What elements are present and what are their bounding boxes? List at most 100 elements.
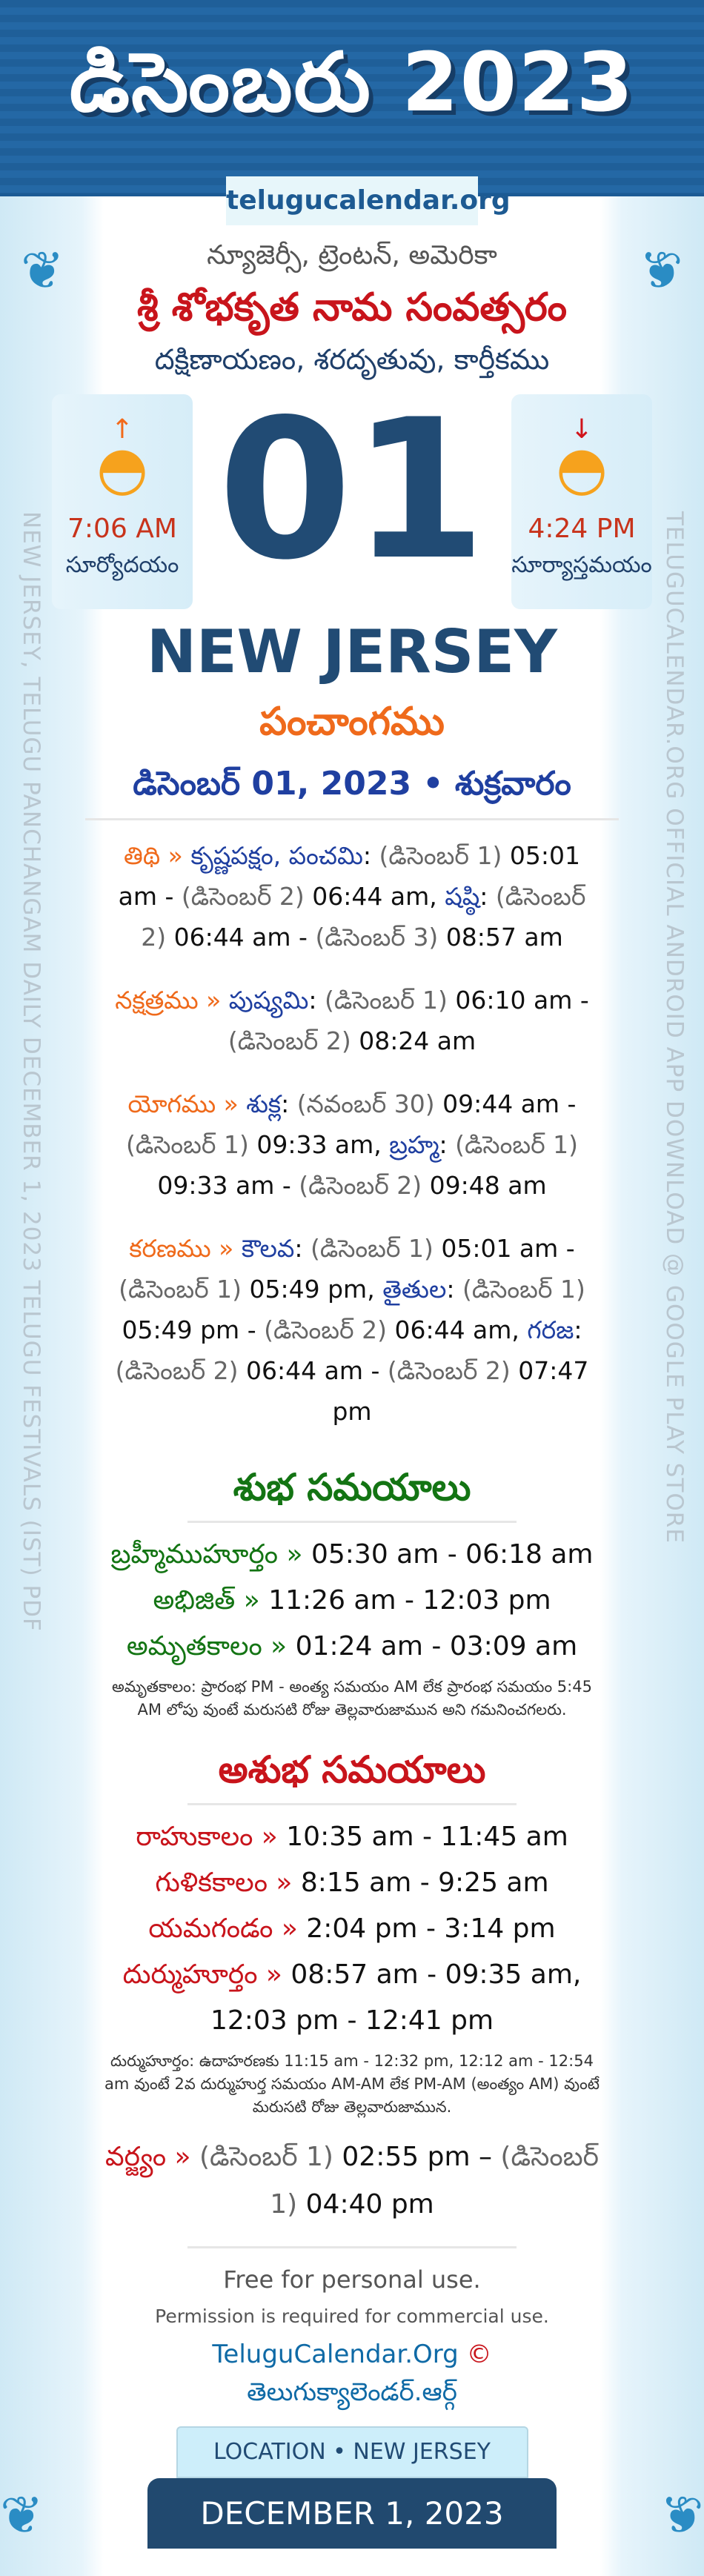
entry-date: (డిసెంబర్ 2) xyxy=(387,1356,519,1386)
time-row: అభిజిత్ » 11:26 am - 12:03 pm xyxy=(104,1578,600,1624)
side-text-right: TELUGUCALENDAR.ORG OFFICIAL ANDROID APP … xyxy=(661,511,688,1544)
entry-label: కరణము » xyxy=(129,1234,242,1264)
entry-time: : xyxy=(446,1275,462,1304)
samvatsaram-title: శ్రీ శోభకృత నామ సంవత్సరం xyxy=(136,285,568,331)
entry-time: : xyxy=(574,1315,582,1345)
entry-date: (డిసెంబర్ 2) xyxy=(181,882,313,912)
bottom-row: ❦ DECEMBER 1, 2023 ❦ xyxy=(0,2478,704,2549)
entry-time: 05:49 pm - xyxy=(122,1315,265,1345)
entry-date: (డిసెంబర్ 1) xyxy=(119,1275,250,1304)
entry-date: (డిసెంబర్ 2) xyxy=(228,1026,359,1056)
ashubha-heading: అశుభ సమయాలు xyxy=(218,1748,486,1792)
entry-time: 09:48 am xyxy=(429,1171,547,1201)
panchang-entries: తిథి » కృష్ణపక్షం, పంచమి: (డిసెంబర్ 1) 0… xyxy=(104,835,600,1454)
month-title: డిసెంబరు 2023 xyxy=(69,35,635,130)
header-banner: డిసెంబరు 2023 xyxy=(0,0,704,196)
free-use-text: Free for personal use. xyxy=(223,2265,481,2294)
entry-date: (డిసెంబర్ 2) xyxy=(264,1315,395,1345)
corner-ornament-icon: ❦ xyxy=(660,2485,704,2546)
entry-time: : xyxy=(294,1234,311,1264)
entry-time: : xyxy=(439,1130,456,1160)
entry-name: శుక్ల xyxy=(246,1089,282,1119)
corner-ornament-icon: ❦ xyxy=(21,240,64,301)
ayana-ritu-masam: దక్షిణాయణం, శరదృతువు, కార్తీకము xyxy=(154,342,550,376)
time-label: రాహుకాలం » xyxy=(136,1822,287,1853)
entry-time: 07:47 pm xyxy=(332,1356,589,1427)
sunset-icon: ↓ ◓ xyxy=(556,414,608,502)
entry-time: : xyxy=(362,841,379,871)
entry-time: 06:44 am - xyxy=(173,923,316,952)
time-value: 10:35 am - 11:45 am xyxy=(286,1822,568,1853)
footer-links: TeluguCalendar.Org © తెలుగుక్యాలెండర్.ఆర… xyxy=(104,2336,600,2411)
copyright-icon: © xyxy=(466,2340,492,2370)
entry-name: కౌలవ xyxy=(241,1234,295,1264)
entry-date: (డిసెంబర్ 1) xyxy=(310,1234,442,1264)
ashubha-times: రాహుకాలం » 10:35 am - 11:45 am గుళికకాలం … xyxy=(104,1814,600,2044)
panchang-entry: తిథి » కృష్ణపక్షం, పంచమి: (డిసెంబర్ 1) 0… xyxy=(104,835,600,957)
divider xyxy=(187,1803,517,1806)
time-row: బ్రహ్మీముహూర్తం » 05:30 am - 06:18 am xyxy=(104,1532,600,1578)
time-value: 11:26 am - 12:03 pm xyxy=(268,1585,551,1616)
entry-date: (డిసెంబర్ 3) xyxy=(315,923,446,952)
time-label: అభిజిత్ » xyxy=(153,1585,269,1616)
entry-date: (డిసెంబర్ 1) xyxy=(270,2142,599,2220)
shubha-note: అమృతకాలం: ప్రారంభ PM - అంత్య సమయం AM లేక… xyxy=(112,1678,592,1719)
shubha-heading: శుభ సమయాలు xyxy=(233,1466,471,1510)
entry-time: 06:10 am - xyxy=(455,986,589,1015)
location-badge: LOCATION • NEW JERSEY xyxy=(176,2426,528,2479)
site-link[interactable]: telugucalendar.org xyxy=(226,176,511,225)
entry-time: 08:57 am xyxy=(445,923,563,952)
entry-date: (డిసెంబర్ 1) xyxy=(379,841,510,871)
link-telugu[interactable]: తెలుగుక్యాలెండర్.ఆర్గ్ xyxy=(247,2377,457,2408)
entry-time: 04:40 pm xyxy=(305,2189,434,2220)
corner-ornament-icon: ❦ xyxy=(0,2485,44,2546)
entry-time: 09:33 am, xyxy=(256,1130,390,1160)
entry-date: (డిసెంబర్ 1) xyxy=(125,1130,257,1160)
permission-text: Permission is required for commercial us… xyxy=(155,2305,549,2327)
entry-date: (డిసెంబర్ 2) xyxy=(115,1356,247,1386)
entry-time: 05:01 am - xyxy=(441,1234,575,1264)
entry-time: 06:44 am, xyxy=(312,882,445,912)
entry-time: 05:49 pm, xyxy=(249,1275,383,1304)
entry-label: వర్జ్యం » xyxy=(105,2142,199,2173)
entry-date: (డిసెంబర్ 1) xyxy=(199,2142,342,2173)
day-row: ↑ ◓ 7:06 AM సూర్యోదయం 01 ↓ ◓ 4:24 PM సూర్య… xyxy=(52,394,652,609)
entry-label: నక్షత్రము » xyxy=(115,986,229,1015)
sunset-time: 4:24 PM xyxy=(528,513,636,544)
panchang-entry: కరణము » కౌలవ: (డిసెంబర్ 1) 05:01 am - (డ… xyxy=(104,1228,600,1432)
sunrise-time: 7:06 AM xyxy=(67,513,177,544)
panchang-entry: నక్షత్రము » పుష్యమి: (డిసెంబర్ 1) 06:10 … xyxy=(104,980,600,1061)
city-name: NEW JERSEY xyxy=(147,617,557,686)
time-label: దుర్ముహూర్తం » xyxy=(122,1959,291,1991)
entry-date: (నవంబర్ 30) xyxy=(296,1089,443,1119)
date-weekday: డిసెంబర్ 01, 2023 • శుక్రవారం xyxy=(133,764,571,803)
entry-time: 08:24 am xyxy=(359,1026,476,1056)
sunrise-label: సూర్యోదయం xyxy=(65,551,179,578)
entry-label: యోగము » xyxy=(127,1089,247,1119)
entry-time: 09:44 am - xyxy=(442,1089,577,1119)
time-value: 2:04 pm - 3:14 pm xyxy=(306,1913,556,1945)
time-row: యమగండం » 2:04 pm - 3:14 pm xyxy=(104,1906,600,1952)
entry-time: 05:01 am - xyxy=(118,841,580,912)
time-value: 05:30 am - 06:18 am xyxy=(311,1539,594,1570)
date-banner: DECEMBER 1, 2023 xyxy=(147,2478,557,2549)
link-english[interactable]: TeluguCalendar.Org xyxy=(212,2340,459,2370)
time-row: అమృతకాలం » 01:24 am - 03:09 am xyxy=(104,1624,600,1670)
day-number: 01 xyxy=(218,378,486,602)
entry-time: 09:33 am - xyxy=(157,1171,299,1201)
time-value: 01:24 am - 03:09 am xyxy=(295,1631,578,1662)
entry-name: బ్రహ్మ xyxy=(389,1130,439,1160)
time-label: అమృతకాలం » xyxy=(126,1631,296,1662)
time-label: గుళికకాలం » xyxy=(155,1868,301,1899)
time-row: గుళికకాలం » 8:15 am - 9:25 am xyxy=(104,1860,600,1906)
ashubha-note: దుర్ముహూర్తం: ఉదాహరణకు 11:15 am - 12:32 … xyxy=(104,2052,600,2117)
entry-name: గరజ xyxy=(527,1315,574,1345)
sunrise-icon: ↑ ◓ xyxy=(96,414,148,502)
divider xyxy=(187,1521,517,1524)
time-value: 08:57 am - 09:35 am, 12:03 pm - 12:41 pm xyxy=(210,1959,582,2036)
entry-time: : xyxy=(308,986,325,1015)
entry-time: 06:44 am - xyxy=(246,1356,388,1386)
time-label: బ్రహ్మీముహూర్తం » xyxy=(110,1539,311,1570)
panchang-entry: యోగము » శుక్ల: (నవంబర్ 30) 09:44 am - (డ… xyxy=(104,1083,600,1206)
